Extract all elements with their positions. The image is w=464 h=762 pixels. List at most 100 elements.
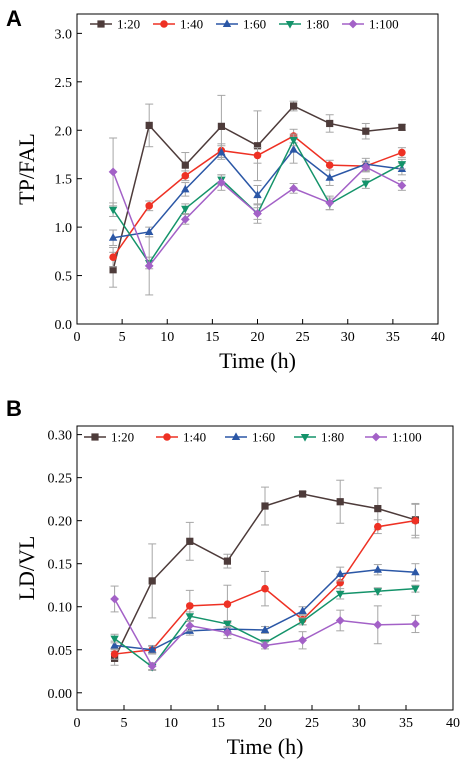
data-point — [181, 184, 190, 193]
legend-entry: 1:60 — [216, 17, 266, 32]
legend-entry: 1:80 — [294, 430, 344, 445]
x-tick-label: 25 — [305, 716, 319, 731]
data-point — [217, 122, 225, 130]
series-1-100 — [110, 585, 420, 671]
x-tick-label: 10 — [160, 330, 174, 345]
y-tick-label: 0.5 — [55, 270, 73, 285]
data-point — [374, 522, 382, 531]
data-point — [144, 261, 154, 271]
data-point — [373, 565, 382, 573]
legend-entry: 1:40 — [153, 17, 203, 32]
panel-label-b: B — [6, 396, 22, 421]
legend-marker — [222, 19, 232, 27]
data-point — [185, 613, 194, 621]
legend-marker — [300, 434, 310, 442]
data-point — [289, 183, 298, 193]
data-point — [145, 121, 153, 130]
legend-label: 1:40 — [180, 17, 203, 32]
data-point — [298, 635, 307, 645]
chart-panel-b: B 0 5 10 15 20 25 30 35 40 0.00 0.05 0.10 0.15 0.20 0.… — [6, 396, 460, 759]
data-point — [217, 147, 226, 156]
legend-label: 1:20 — [117, 17, 140, 32]
y-tick-label: 1.0 — [55, 221, 73, 236]
x-tick-label: 25 — [296, 330, 310, 345]
legend-entry: 1:20 — [90, 17, 140, 32]
data-point — [180, 214, 190, 224]
x-tick-label: 40 — [446, 716, 460, 731]
legend-entry: 1:20 — [84, 430, 134, 445]
x-tick-label: 40 — [431, 330, 445, 345]
x-tick-label: 20 — [258, 716, 272, 731]
x-axis-title: Time (h) — [219, 348, 296, 373]
data-point — [253, 142, 262, 150]
data-point — [109, 253, 117, 261]
data-point — [336, 590, 345, 599]
data-point — [298, 618, 307, 626]
data-point — [326, 119, 334, 128]
data-point — [108, 233, 118, 241]
y-tick-label: 0.05 — [48, 644, 73, 659]
data-point — [148, 577, 156, 585]
data-point — [261, 584, 269, 593]
data-point — [223, 620, 232, 629]
data-point — [397, 161, 407, 169]
data-point — [398, 123, 406, 131]
legend-entry: 1:60 — [225, 430, 275, 445]
legend-label: 1:80 — [306, 17, 329, 32]
data-point — [253, 151, 262, 160]
legend-marker — [348, 19, 358, 29]
x-tick-label: 20 — [251, 330, 265, 345]
data-point — [217, 178, 226, 187]
data-point — [145, 202, 153, 210]
data-point — [108, 167, 118, 177]
data-point — [261, 502, 269, 510]
data-point — [411, 516, 420, 525]
data-point — [110, 650, 119, 658]
legend-marker — [97, 20, 105, 28]
data-point — [110, 640, 119, 649]
data-point — [411, 619, 420, 629]
data-point — [185, 621, 195, 631]
y-tick-label: 1.5 — [55, 173, 73, 188]
y-axis-title: TP/FAL — [14, 133, 39, 205]
data-point — [325, 161, 334, 169]
y-tick-label: 0.30 — [48, 429, 73, 444]
y-tick-label: 2.5 — [55, 76, 73, 91]
series-1-40 — [110, 502, 420, 660]
data-point — [411, 567, 420, 576]
legend-marker — [285, 21, 295, 29]
data-point — [299, 490, 307, 498]
data-point — [253, 209, 262, 218]
data-point — [373, 620, 383, 630]
x-tick-label: 35 — [399, 716, 413, 731]
data-point — [361, 162, 371, 172]
data-point — [411, 585, 420, 594]
data-point — [110, 635, 119, 644]
data-point — [181, 161, 189, 169]
legend-marker — [163, 433, 171, 441]
x-tick-label: 10 — [164, 716, 178, 731]
data-point — [260, 625, 270, 633]
chart-panel-a: A 0 5 10 15 20 25 30 35 40 0.0 0.5 1.0 1.5 2.0 2.5 3.0 T… — [6, 6, 445, 373]
legend-marker — [371, 432, 381, 442]
data-point — [362, 127, 370, 135]
data-point — [373, 588, 382, 596]
x-tick-label: 15 — [211, 716, 225, 731]
y-tick-label: 0.10 — [48, 601, 73, 616]
legend-label: 1:100 — [369, 17, 399, 32]
x-tick-label: 0 — [74, 716, 81, 731]
data-point — [298, 606, 307, 615]
data-point — [397, 181, 407, 190]
data-point — [110, 594, 119, 604]
data-point — [145, 227, 154, 235]
data-point — [290, 102, 298, 110]
y-tick-label: 0.0 — [55, 318, 73, 333]
y-tick-label: 3.0 — [55, 27, 73, 42]
data-point — [223, 628, 232, 637]
data-point — [253, 190, 262, 199]
data-point — [398, 148, 406, 157]
legend-label: 1:40 — [183, 430, 206, 445]
legend-entry: 1:80 — [279, 17, 329, 32]
data-point — [335, 616, 345, 625]
